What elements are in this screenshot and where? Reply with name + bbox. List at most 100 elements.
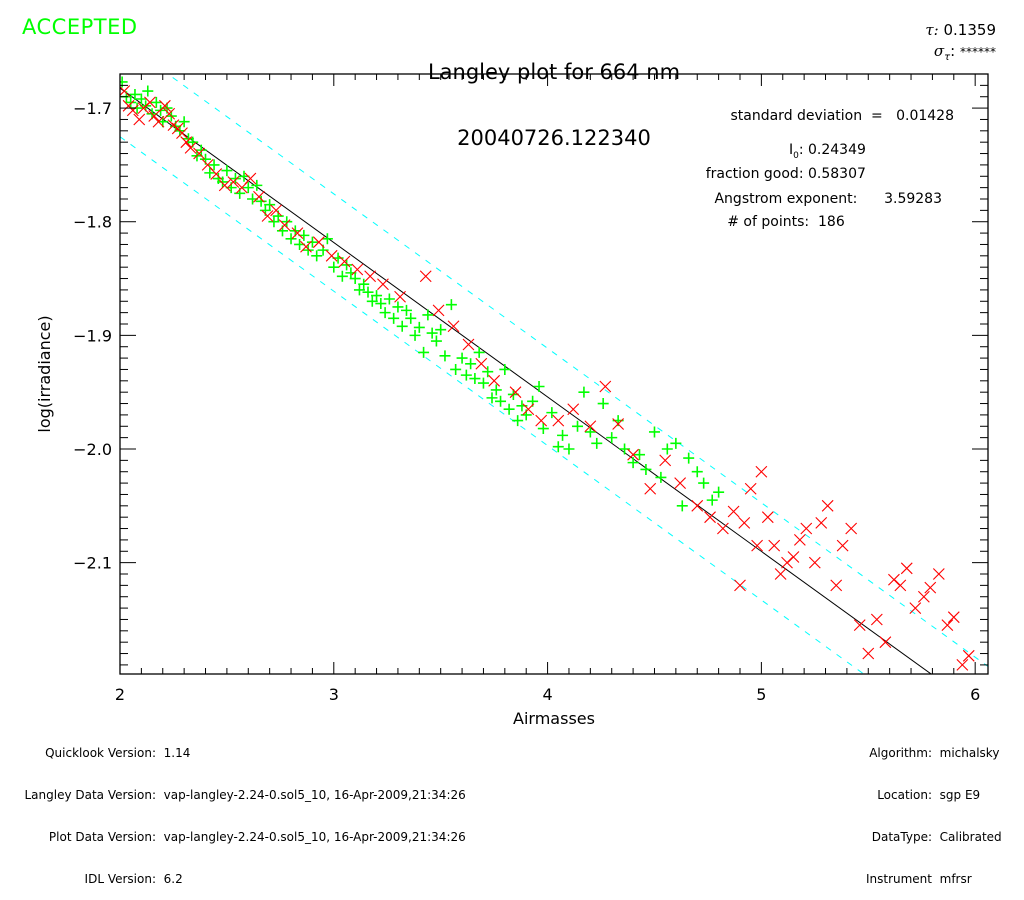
good-point-marker	[341, 259, 353, 271]
good-point-marker	[321, 233, 333, 245]
plus-mark	[129, 88, 141, 100]
i0-label: I	[788, 142, 794, 158]
good-point-marker	[683, 452, 695, 464]
x-tick-label: 6	[970, 685, 980, 704]
plus-mark	[473, 346, 485, 358]
x-mark	[522, 403, 535, 416]
rejected-point-marker	[133, 113, 146, 126]
x-mark	[727, 505, 740, 518]
x-mark	[488, 374, 501, 387]
x-mark	[126, 104, 139, 117]
good-point-marker	[242, 182, 254, 194]
std-dev-label: standard deviation =	[730, 108, 883, 124]
x-mark	[830, 579, 843, 592]
plus-mark	[426, 327, 438, 339]
x-mark	[738, 516, 751, 529]
rejected-point-marker	[159, 99, 171, 112]
x-mark	[377, 278, 389, 291]
x-mark	[394, 290, 406, 303]
rejected-point-marker	[338, 255, 351, 268]
points-row: # of points: 186	[600, 198, 880, 230]
x-mark	[144, 96, 156, 109]
footer-row-instrument: Instrument mfrsr	[840, 872, 1002, 886]
x-mark	[552, 414, 565, 427]
rejected-point-marker	[184, 141, 197, 154]
y-tick-label: −2.1	[73, 554, 112, 573]
footer-value: sgp E9	[939, 788, 981, 802]
plus-mark	[366, 295, 378, 307]
langley-chart: 2 3 4 5 6 −1.7 −1.8 −1.9 −2.0 −2.1 Airmasses log(…	[35, 73, 989, 728]
rejected-point-marker	[659, 454, 672, 467]
good-point-marker	[251, 179, 263, 191]
good-point-marker	[362, 286, 374, 298]
lower-bound-line	[120, 136, 865, 674]
good-point-marker	[426, 327, 438, 339]
good-point-marker	[255, 195, 267, 207]
footer-key: Plot Data Version:	[48, 830, 156, 844]
x-mark	[599, 380, 612, 393]
x-mark	[836, 539, 849, 552]
x-mark	[704, 511, 716, 524]
plus-mark	[503, 403, 515, 415]
rejected-point-marker	[552, 414, 565, 427]
plus-mark	[242, 182, 254, 194]
plus-mark	[396, 320, 408, 332]
y-tick-label: −1.9	[73, 326, 112, 345]
good-point-marker	[229, 173, 241, 185]
x-mark	[793, 534, 806, 546]
plus-mark	[311, 250, 323, 262]
rejected-point-marker	[734, 579, 746, 592]
good-point-marker	[572, 420, 584, 432]
rejected-point-marker	[751, 539, 763, 552]
x-mark	[644, 482, 657, 495]
rejected-point-marker	[599, 380, 612, 393]
chart-title: Langley plot for 664 nm 20040726.122340	[300, 17, 808, 171]
rejected-point-marker	[691, 499, 704, 512]
x-mark	[909, 602, 922, 614]
plus-mark	[281, 216, 293, 228]
good-point-marker	[285, 233, 297, 245]
rejected-point-marker	[744, 482, 757, 495]
plus-mark	[125, 96, 137, 108]
plus-mark	[648, 426, 660, 438]
plus-mark	[435, 324, 447, 336]
y-tick-label: −2.0	[73, 440, 112, 459]
x-mark	[584, 420, 597, 433]
rejected-point-marker	[932, 568, 945, 580]
x-mark	[894, 579, 907, 592]
footer-value: 6.2	[163, 872, 183, 886]
good-point-marker	[619, 443, 631, 455]
plus-mark	[445, 299, 457, 311]
fit-layer	[120, 87, 932, 674]
good-point-marker	[456, 352, 468, 364]
footer-value: Calibrated	[939, 830, 1002, 844]
rejected-point-marker	[941, 619, 954, 632]
rejected-point-marker	[612, 418, 625, 430]
plus-mark	[537, 423, 549, 435]
fraction-good-value: 0.58307	[808, 166, 866, 182]
footer-value: mfrsr	[939, 872, 972, 886]
good-point-marker	[655, 471, 667, 483]
plot-frame	[119, 73, 989, 675]
x-mark	[821, 499, 834, 512]
rejected-point-marker	[845, 522, 858, 535]
plus-mark	[195, 144, 207, 156]
plus-mark	[450, 363, 462, 375]
good-point-marker	[208, 159, 220, 171]
x-mark	[879, 636, 892, 649]
good-point-marker	[336, 270, 348, 282]
tau-label: τ:	[925, 21, 939, 39]
x-mark	[627, 448, 639, 461]
good-point-marker	[418, 346, 430, 358]
good-point-marker	[221, 165, 233, 177]
x-mark	[768, 539, 781, 552]
x-mark	[227, 176, 240, 188]
x-mark	[291, 227, 304, 239]
sigma-readout: στ: ******	[934, 42, 996, 63]
x-mark	[717, 522, 729, 535]
good-point-marker	[490, 384, 502, 396]
plus-mark	[563, 443, 575, 455]
x-mark	[193, 147, 205, 160]
plus-mark	[418, 346, 430, 358]
x-mark	[815, 516, 828, 529]
